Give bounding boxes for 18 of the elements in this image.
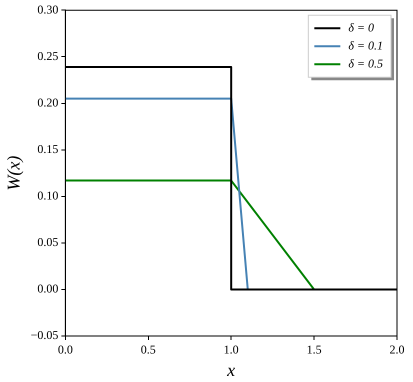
legend-label: δ = 0.1 [348,38,384,52]
x-tick-label: 1.5 [306,342,322,356]
y-tick-label: −0.05 [30,328,58,342]
y-tick-label: 0.10 [37,188,58,203]
y-tick-label: 0.00 [37,282,58,296]
x-tick-label: 0.0 [58,342,73,356]
y-tick-label: 0.15 [37,142,58,156]
y-tick-label: 0.05 [37,235,58,250]
y-tick-label: 0.25 [37,48,58,63]
legend-label: δ = 0.5 [348,56,384,70]
legend-label: δ = 0 [348,20,374,34]
y-tick-label: 0.30 [37,2,58,16]
x-axis-title: x [226,360,236,380]
x-tick-label: 1.0 [224,342,239,356]
y-tick-label: 0.20 [37,95,58,110]
x-tick-label: 2.0 [390,342,404,356]
y-axis-title: W(x) [4,156,24,191]
x-tick-label: 0.5 [140,342,156,356]
